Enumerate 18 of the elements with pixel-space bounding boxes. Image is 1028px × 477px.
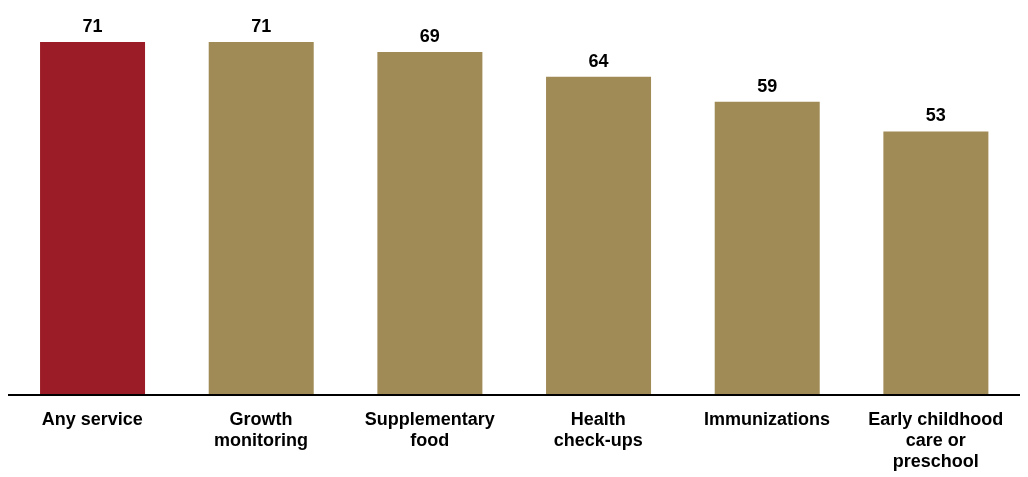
bar	[714, 101, 820, 395]
data-label: 71	[82, 16, 103, 36]
bar	[377, 51, 483, 395]
x-tick-label: Supplementary food	[364, 409, 495, 450]
bar	[40, 42, 146, 395]
x-tick-label: Any service	[41, 409, 143, 429]
data-label: 69	[419, 25, 440, 46]
data-label: 64	[588, 50, 609, 71]
bar	[883, 131, 989, 395]
x-tick-label: Health check-ups	[553, 409, 643, 450]
data-label: 71	[251, 16, 272, 36]
data-label: 53	[925, 105, 946, 126]
data-label: 59	[757, 75, 778, 96]
x-tick-label: Immunizations	[703, 409, 831, 429]
x-tick-label: Early childhood care or preschool	[868, 409, 1004, 471]
bar	[546, 76, 652, 395]
x-tick-label: Growth monitoring	[214, 409, 308, 450]
bar	[208, 42, 314, 395]
